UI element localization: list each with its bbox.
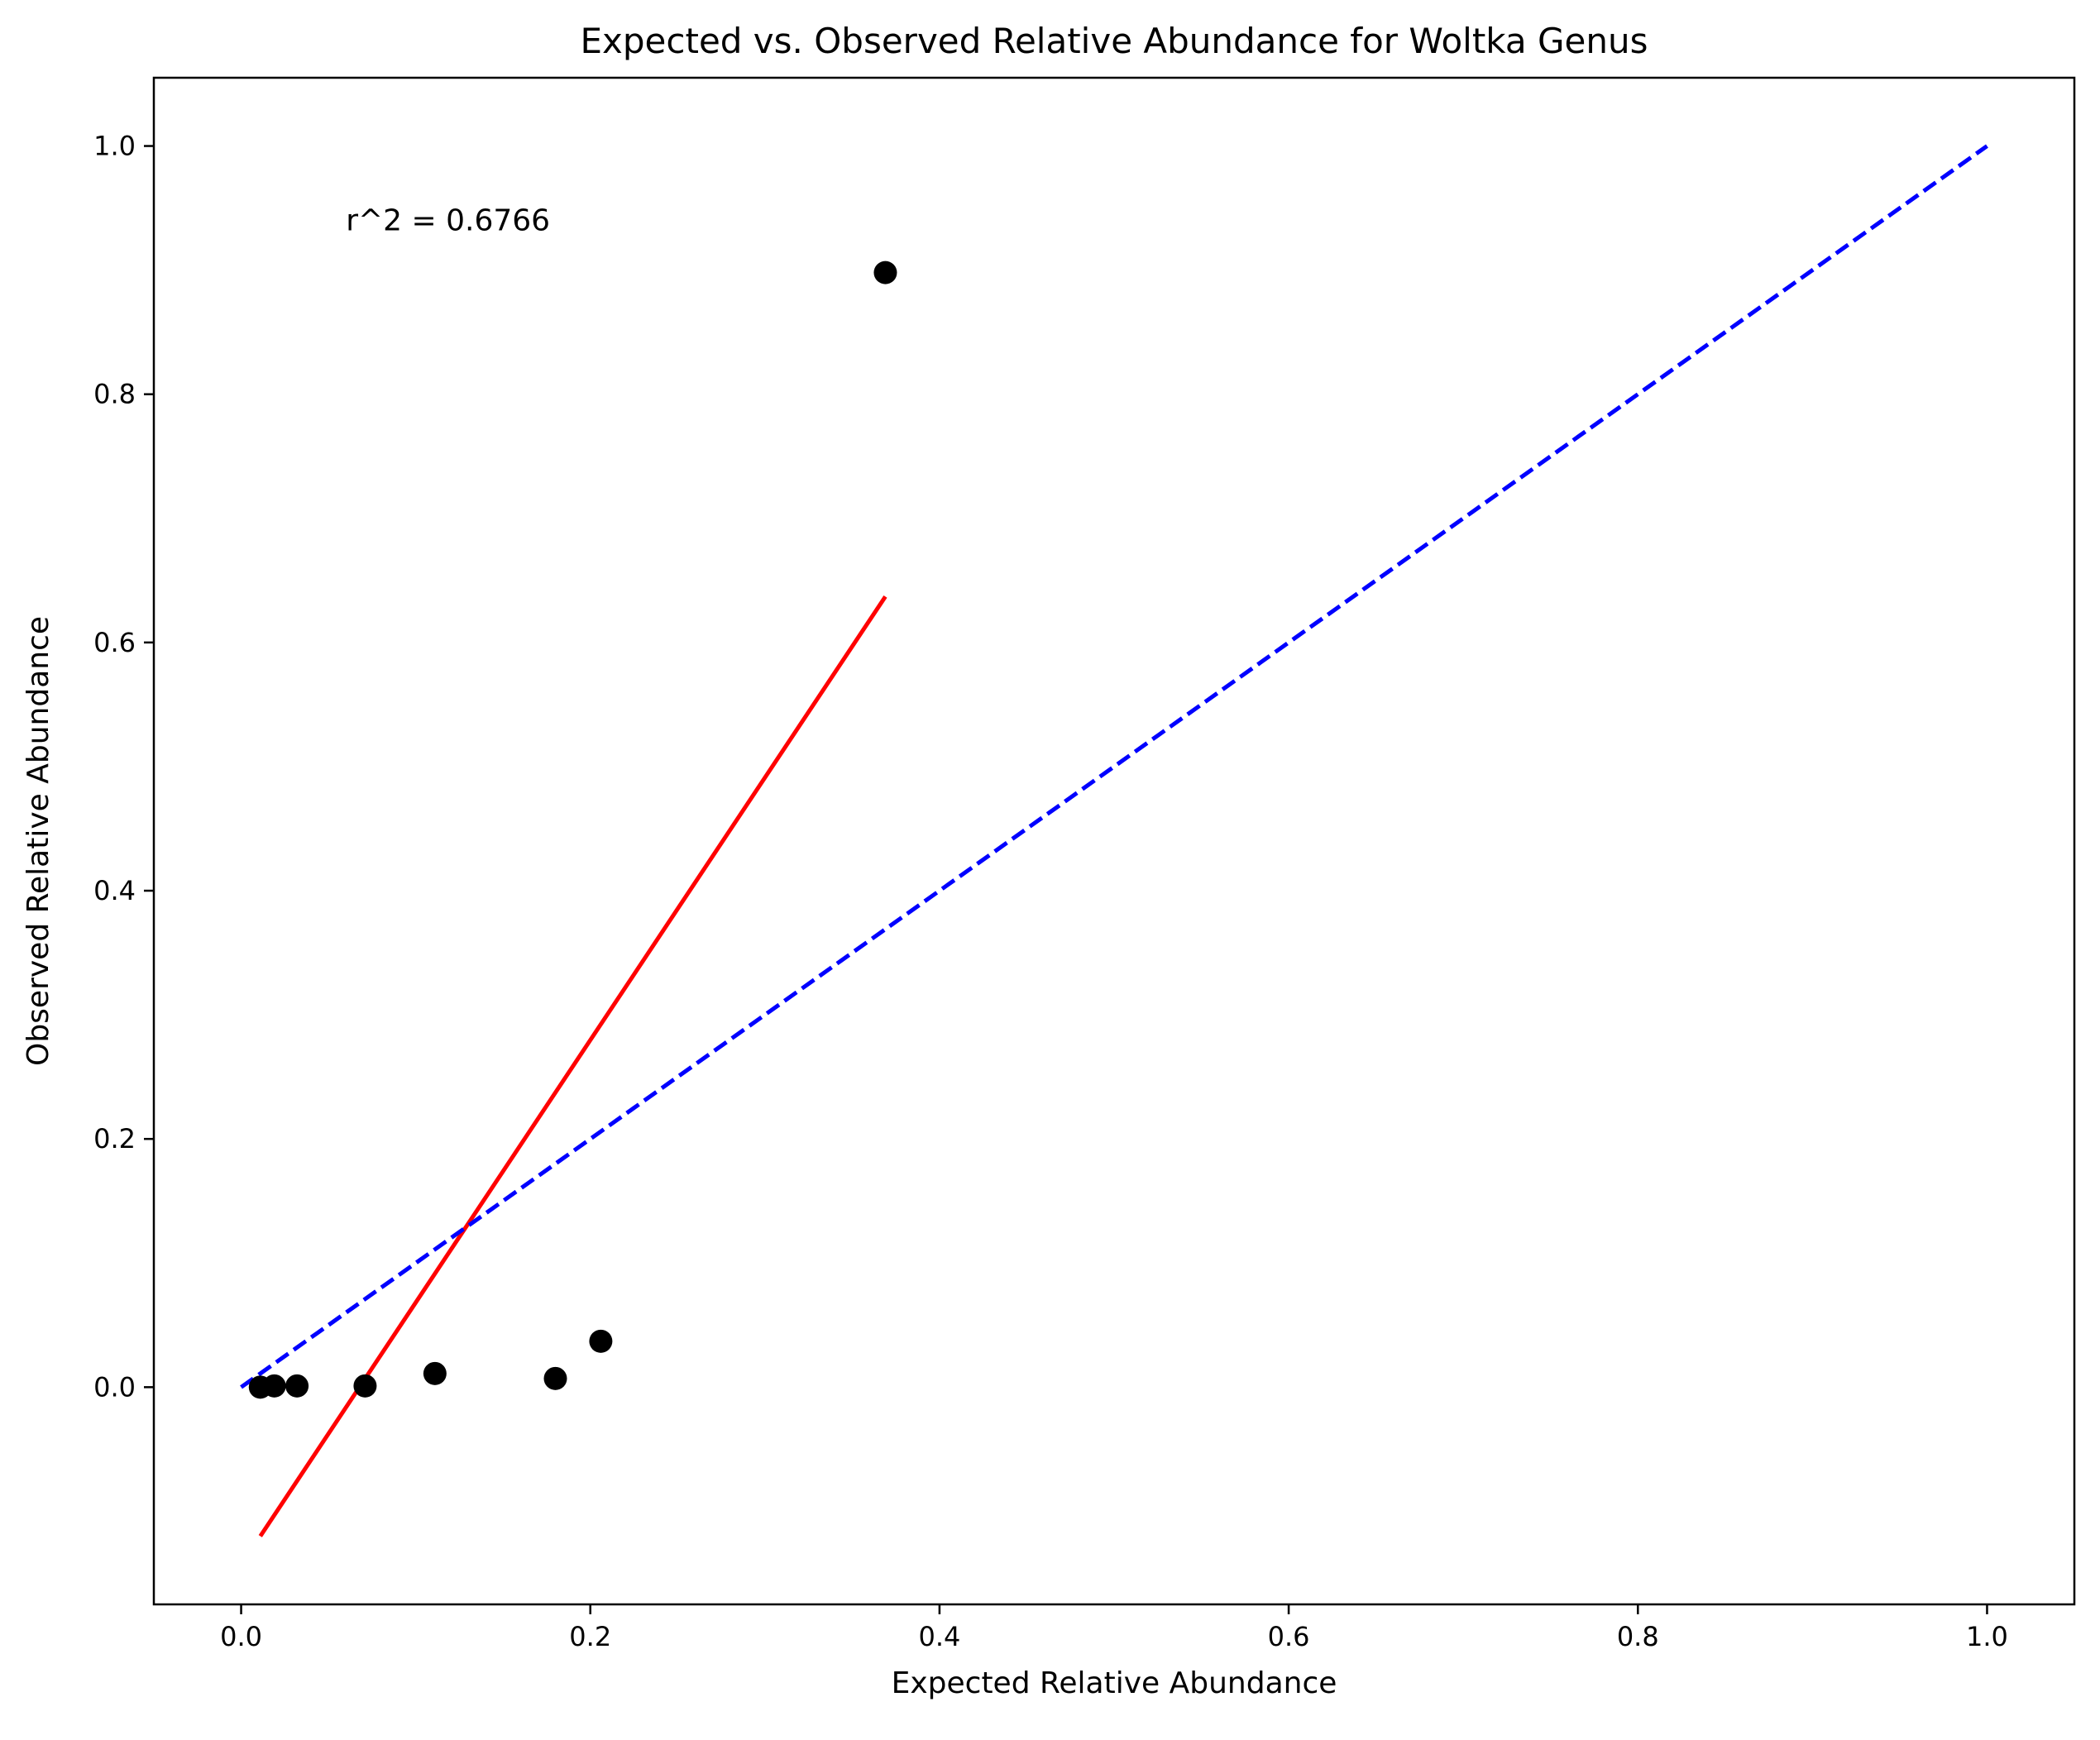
data-point <box>262 1374 286 1398</box>
x-axis-ticks: 0.0 0.2 0.4 0.6 0.8 1.0 <box>220 1604 2008 1652</box>
identity-line <box>240 144 1988 1389</box>
x-axis-label: Expected Relative Abundance <box>892 1666 1337 1700</box>
data-point <box>353 1374 377 1398</box>
data-point <box>285 1374 309 1398</box>
chart-title: Expected vs. Observed Relative Abundance… <box>581 21 1648 61</box>
y-tick-label: 0.6 <box>93 627 136 658</box>
data-point <box>423 1361 447 1385</box>
data-point <box>873 261 897 284</box>
x-tick-label: 0.8 <box>1617 1621 1659 1652</box>
x-tick-label: 0.0 <box>220 1621 262 1652</box>
y-tick-label: 1.0 <box>93 131 136 162</box>
data-point <box>543 1366 567 1390</box>
y-tick-label: 0.2 <box>93 1123 136 1154</box>
r-squared-annotation: r^2 = 0.6766 <box>346 204 550 238</box>
y-tick-label: 0.8 <box>93 379 136 410</box>
y-axis-ticks: 0.0 0.2 0.4 0.6 0.8 1.0 <box>93 131 154 1403</box>
x-tick-label: 1.0 <box>1966 1621 2008 1652</box>
y-tick-label: 0.4 <box>93 875 136 906</box>
plot-frame <box>152 76 2076 1606</box>
x-tick-label: 0.4 <box>918 1621 960 1652</box>
x-tick-label: 0.2 <box>569 1621 611 1652</box>
y-tick-label: 0.0 <box>93 1371 136 1403</box>
points-layer <box>248 261 897 1399</box>
annotations-layer: r^2 = 0.6766 <box>346 204 550 238</box>
data-point <box>589 1329 613 1353</box>
y-axis-label: Observed Relative Abundance <box>22 616 55 1066</box>
x-tick-label: 0.6 <box>1268 1621 1310 1652</box>
